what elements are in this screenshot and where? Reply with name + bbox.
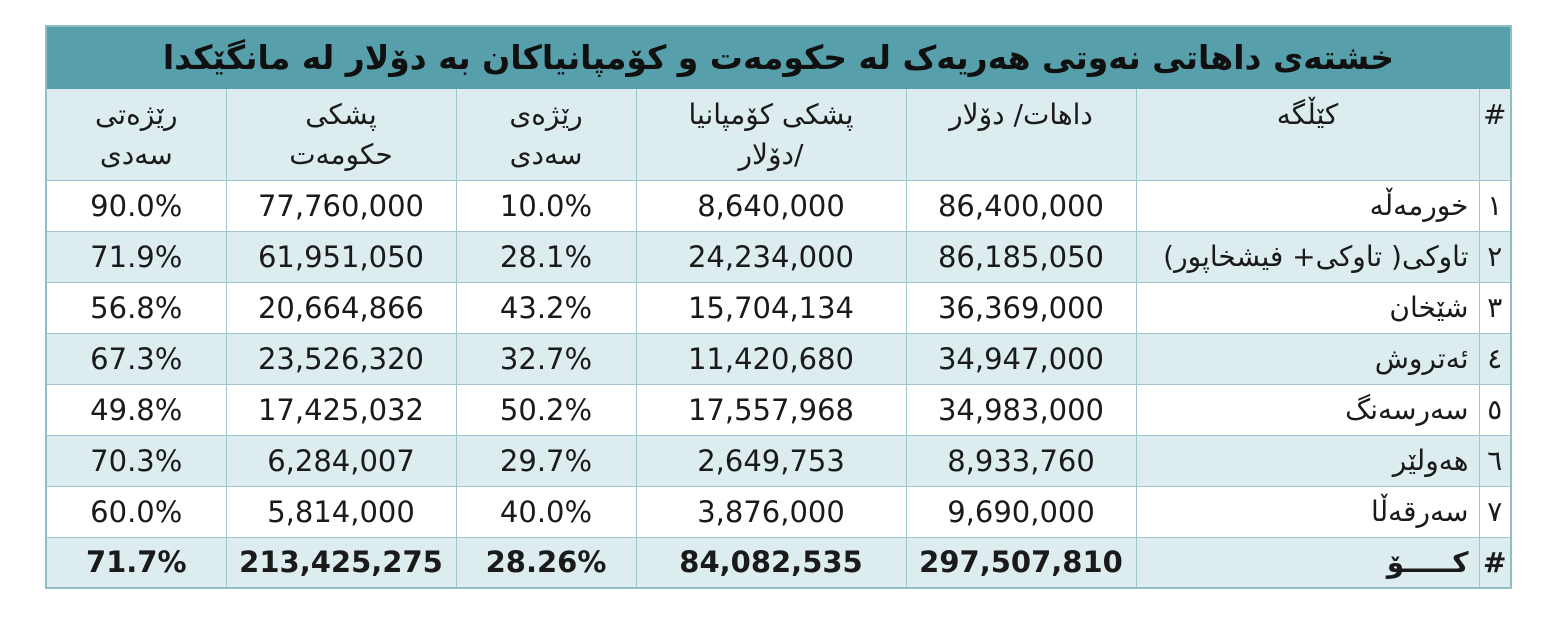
cell-total-revenue: 297,507,810 [905,536,1137,589]
cell-revenue: 34,947,000 [905,332,1137,385]
col-header-index: # [1478,87,1512,181]
header-row: # کێڵگە داهات/ دۆلار پشکی کۆمپانیا /دۆلا… [45,87,1512,181]
cell-field-name: سەرسەنگ [1135,383,1480,436]
cell-gov-share: 23,526,320 [225,332,457,385]
cell-revenue: 86,400,000 [905,179,1137,232]
cell-company-pct: 50.2% [455,383,637,436]
cell-row-no: ٥ [1478,383,1512,436]
cell-revenue: 34,983,000 [905,383,1137,436]
cell-company-pct: 28.1% [455,230,637,283]
title-row: خشتەی داهاتی نەوتی هەریەک لە حکومەت و کۆ… [45,25,1512,89]
cell-revenue: 8,933,760 [905,434,1137,487]
table-row: ٥ سەرسەنگ 34,983,000 17,557,968 50.2% 17… [45,383,1512,436]
cell-total-company-share: 84,082,535 [635,536,907,589]
table-title: خشتەی داهاتی نەوتی هەریەک لە حکومەت و کۆ… [45,25,1512,89]
cell-gov-pct: 70.3% [45,434,227,487]
cell-company-pct: 40.0% [455,485,637,538]
col-header-gov-share: پشکی حکومەت [225,87,457,181]
cell-company-share: 2,649,753 [635,434,907,487]
cell-total-label: کـــــۆ [1135,536,1480,589]
cell-field-name: ئەتروش [1135,332,1480,385]
cell-row-no: ٣ [1478,281,1512,334]
cell-company-pct: 32.7% [455,332,637,385]
cell-total-marker: # [1478,536,1512,589]
col-header-revenue: داهات/ دۆلار [905,87,1137,181]
cell-total-gov-pct: 71.7% [45,536,227,589]
cell-field-name: هەولێر [1135,434,1480,487]
cell-gov-share: 5,814,000 [225,485,457,538]
cell-total-company-pct: 28.26% [455,536,637,589]
col-header-field: کێڵگە [1135,87,1480,181]
cell-row-no: ٤ [1478,332,1512,385]
table-row: ٧ سەرقەڵا 9,690,000 3,876,000 40.0% 5,81… [45,485,1512,538]
cell-row-no: ١ [1478,179,1512,232]
cell-company-pct: 29.7% [455,434,637,487]
cell-field-name: خورمەڵە [1135,179,1480,232]
cell-revenue: 36,369,000 [905,281,1137,334]
table-row: ٤ ئەتروش 34,947,000 11,420,680 32.7% 23,… [45,332,1512,385]
cell-row-no: ٧ [1478,485,1512,538]
cell-field-name: تاوکی( تاوکی+ فیشخاپور) [1135,230,1480,283]
cell-gov-share: 6,284,007 [225,434,457,487]
cell-company-share: 11,420,680 [635,332,907,385]
cell-company-pct: 10.0% [455,179,637,232]
total-row: # کـــــۆ 297,507,810 84,082,535 28.26% … [45,536,1512,589]
cell-row-no: ٦ [1478,434,1512,487]
cell-gov-pct: 56.8% [45,281,227,334]
cell-company-pct: 43.2% [455,281,637,334]
cell-gov-pct: 49.8% [45,383,227,436]
cell-company-share: 15,704,134 [635,281,907,334]
table-row: ٣ شێخان 36,369,000 15,704,134 43.2% 20,6… [45,281,1512,334]
cell-gov-share: 20,664,866 [225,281,457,334]
cell-company-share: 24,234,000 [635,230,907,283]
cell-gov-pct: 67.3% [45,332,227,385]
cell-gov-pct: 60.0% [45,485,227,538]
cell-field-name: شێخان [1135,281,1480,334]
table-row: ٦ هەولێر 8,933,760 2,649,753 29.7% 6,284… [45,434,1512,487]
cell-field-name: سەرقەڵا [1135,485,1480,538]
cell-revenue: 86,185,050 [905,230,1137,283]
cell-company-share: 17,557,968 [635,383,907,436]
table-row: ٢ تاوکی( تاوکی+ فیشخاپور) 86,185,050 24,… [45,230,1512,283]
cell-row-no: ٢ [1478,230,1512,283]
cell-gov-pct: 90.0% [45,179,227,232]
oil-revenue-table: خشتەی داهاتی نەوتی هەریەک لە حکومەت و کۆ… [45,25,1512,589]
cell-gov-pct: 71.9% [45,230,227,283]
cell-revenue: 9,690,000 [905,485,1137,538]
cell-company-share: 3,876,000 [635,485,907,538]
cell-total-gov-share: 213,425,275 [225,536,457,589]
col-header-company-share: پشکی کۆمپانیا /دۆلار [635,87,907,181]
cell-gov-share: 77,760,000 [225,179,457,232]
col-header-gov-pct: رێژەتی سەدی [45,87,227,181]
cell-gov-share: 17,425,032 [225,383,457,436]
table-row: ١ خورمەڵە 86,400,000 8,640,000 10.0% 77,… [45,179,1512,232]
col-header-company-pct: رێژەی سەدی [455,87,637,181]
cell-company-share: 8,640,000 [635,179,907,232]
cell-gov-share: 61,951,050 [225,230,457,283]
